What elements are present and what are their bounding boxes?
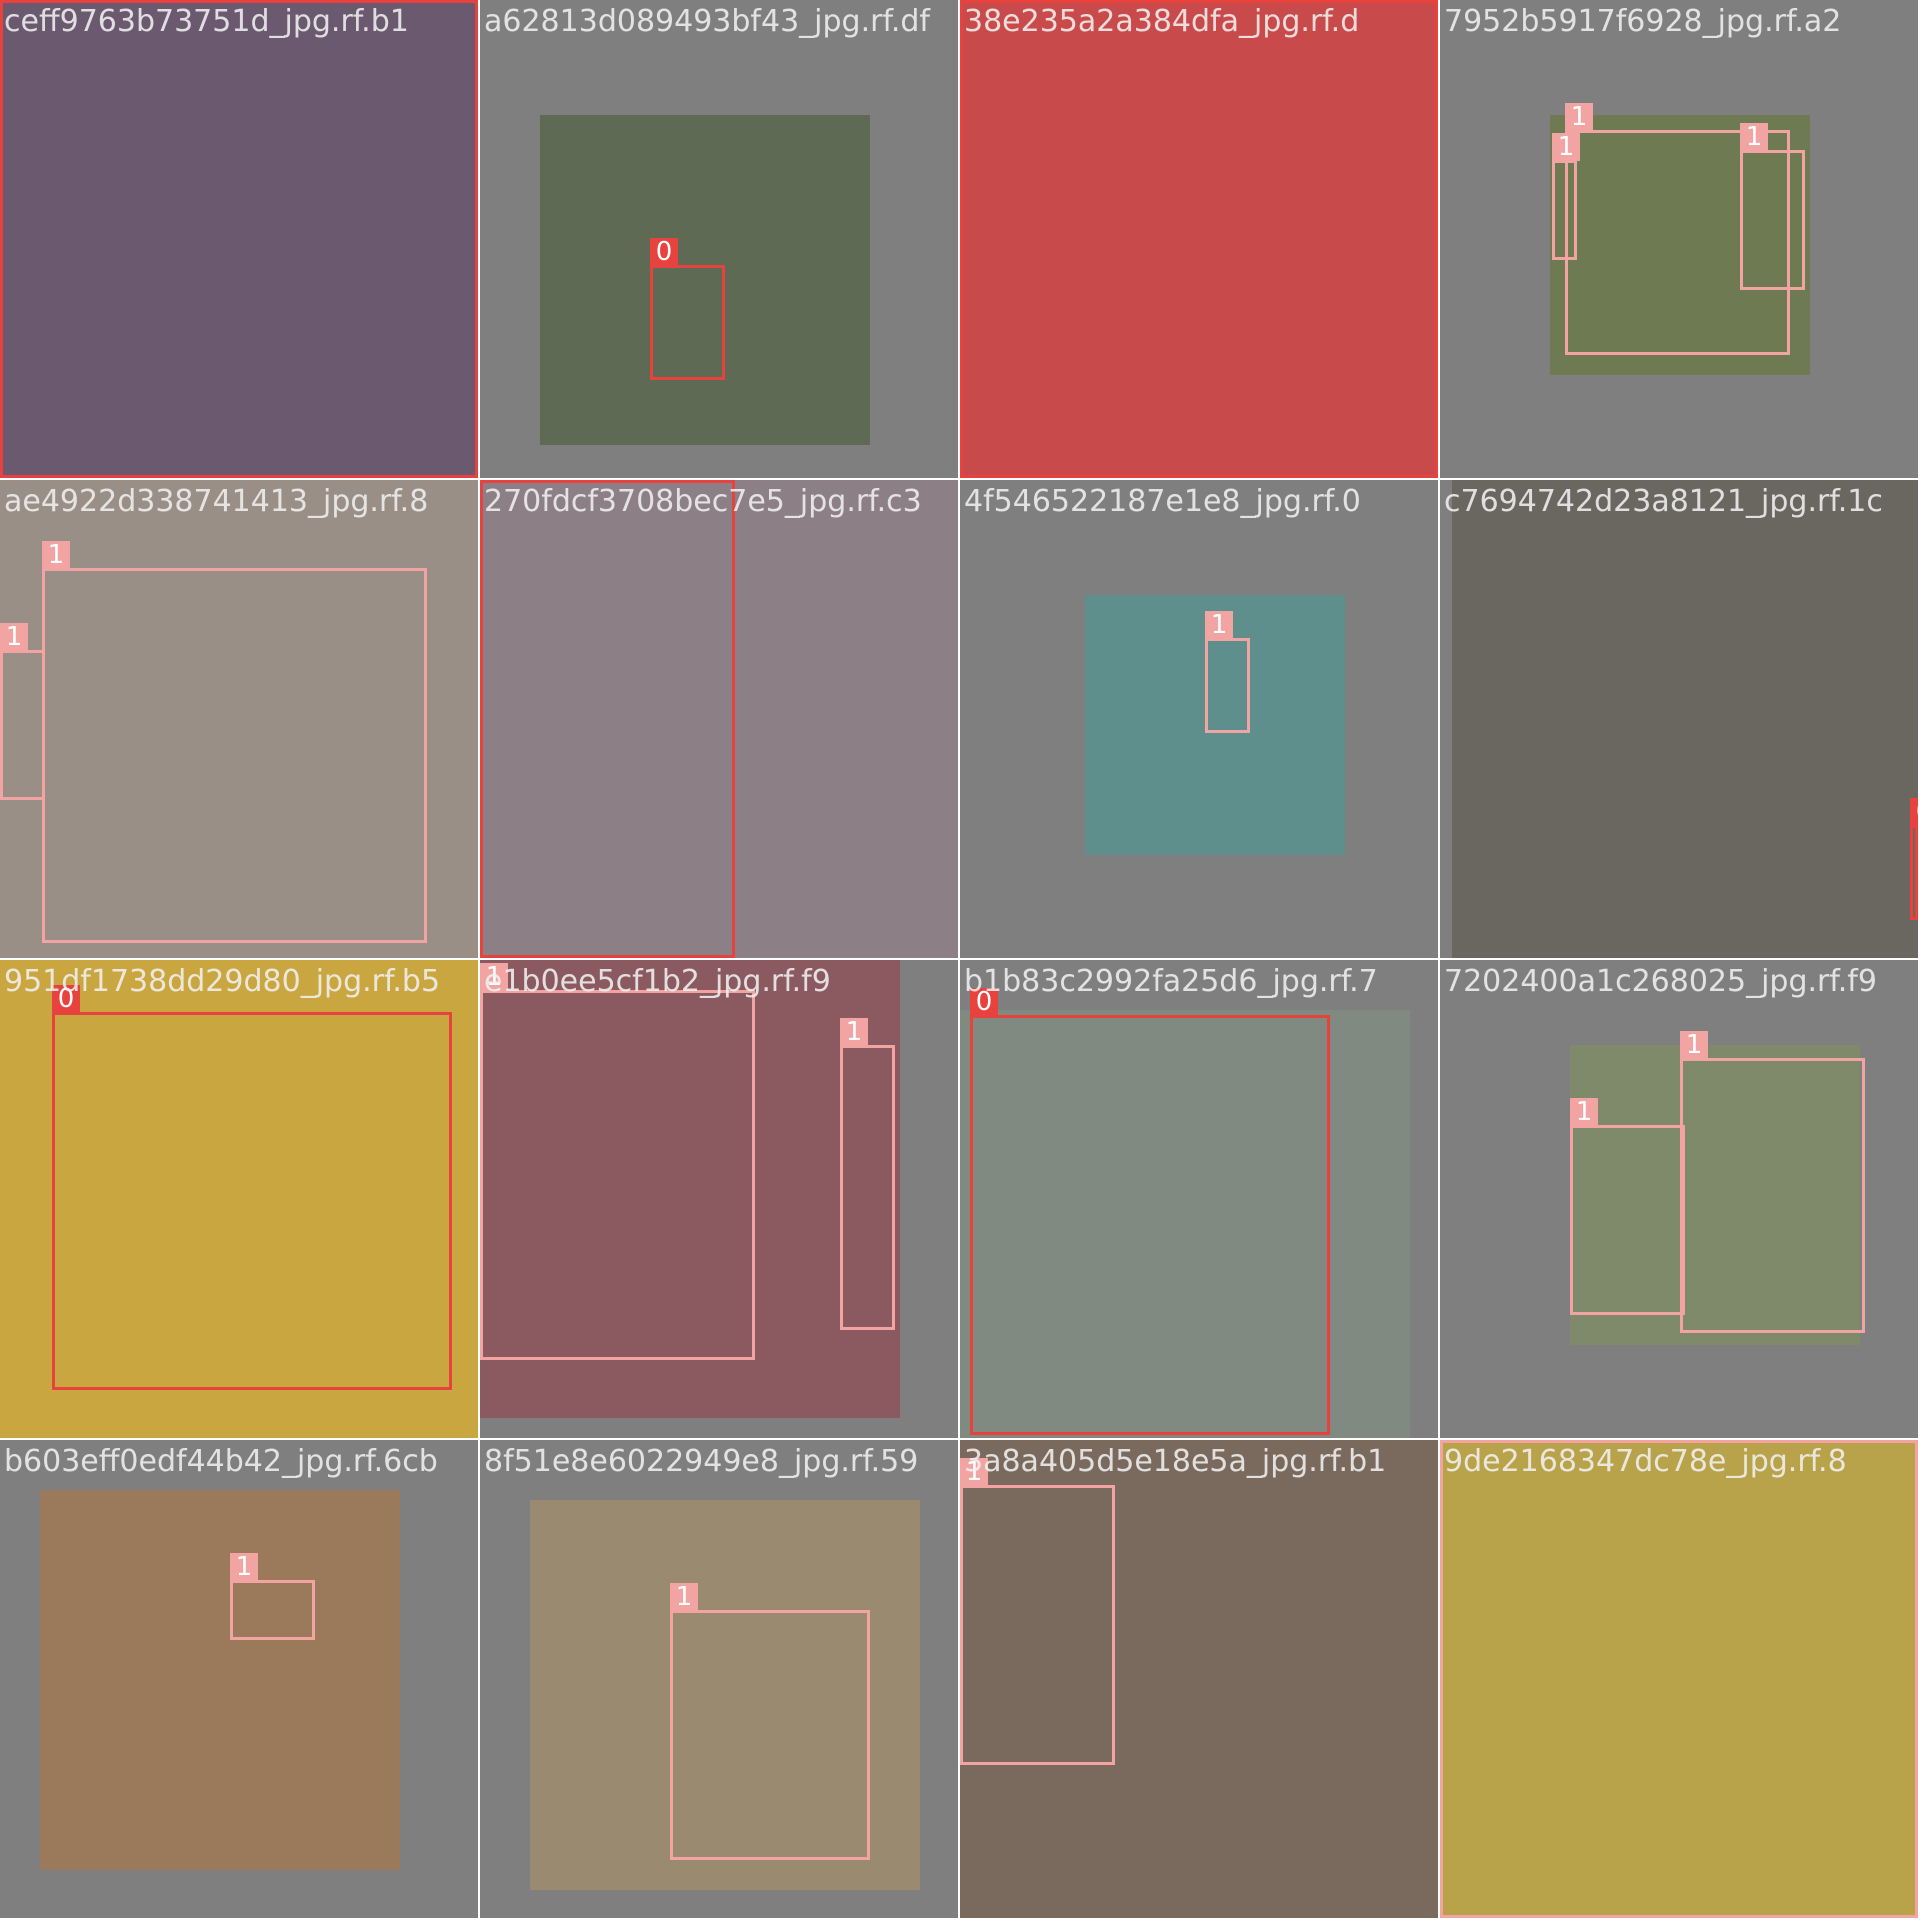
- tile-photo: [1452, 480, 1918, 958]
- tile-filename: a62813d089493bf43_jpg.rf.df: [484, 4, 930, 39]
- bounding-box: 1: [230, 1553, 315, 1640]
- bounding-box: 1: [0, 623, 45, 800]
- tile-photo: [480, 480, 958, 958]
- class-label: 1: [1740, 123, 1768, 151]
- bounding-box: 1: [670, 1583, 870, 1860]
- bounding-box: 1: [1440, 1440, 1918, 1918]
- bounding-box: 0: [960, 0, 1438, 478]
- bounding-box: 1: [1740, 123, 1805, 290]
- tile-filename: ceff9763b73751d_jpg.rf.b1: [4, 4, 409, 39]
- tile-photo: [0, 480, 478, 958]
- tile-filename: c7694742d23a8121_jpg.rf.1c: [1444, 484, 1883, 519]
- tile-photo: [40, 1490, 400, 1870]
- class-label: 1: [0, 623, 28, 651]
- bounding-box: 0: [52, 985, 452, 1390]
- tile-photo: [1570, 1045, 1860, 1345]
- class-label: 1: [1680, 1031, 1708, 1059]
- class-label: 0: [650, 238, 678, 266]
- class-label: 1: [230, 1553, 258, 1581]
- mosaic-tile: 1 9de2168347dc78e_jpg.rf.8: [1440, 1440, 1918, 1918]
- class-label: 1: [480, 963, 508, 991]
- bounding-box: 0: [1910, 798, 1918, 920]
- mosaic-tile: 0 c7694742d23a8121_jpg.rf.1c: [1440, 480, 1918, 958]
- mosaic-tile: 0 270fdcf3708bec7e5_jpg.rf.c3: [480, 480, 958, 958]
- tile-filename: 9de2168347dc78e_jpg.rf.8: [1444, 1444, 1847, 1479]
- tile-photo: [960, 1010, 1410, 1438]
- class-label: 1: [840, 1018, 868, 1046]
- tile-filename: 7952b5917f6928_jpg.rf.a2: [1444, 4, 1842, 39]
- tile-photo: [960, 1440, 1438, 1918]
- tile-filename: 3a8a405d5e18e5a_jpg.rf.b1: [964, 1444, 1387, 1479]
- class-label: 0: [0, 0, 28, 1]
- bounding-box: 1: [480, 963, 755, 1360]
- mosaic-tile: 0 38e235a2a384dfa_jpg.rf.d: [960, 0, 1438, 478]
- class-label: 1: [1440, 1440, 1468, 1441]
- class-label: 1: [960, 1458, 988, 1486]
- class-label: 0: [52, 985, 80, 1013]
- mosaic-tile: 1 1 1 7952b5917f6928_jpg.rf.a2: [1440, 0, 1918, 478]
- tile-photo: [540, 115, 870, 445]
- mosaic-tile: 1 1 ae4922d338741413_jpg.rf.8: [0, 480, 478, 958]
- tile-photo: [0, 960, 478, 1438]
- mosaic-tile: 0 a62813d089493bf43_jpg.rf.df: [480, 0, 958, 478]
- mosaic-tile: 0 ceff9763b73751d_jpg.rf.b1: [0, 0, 478, 478]
- tile-filename: e1b0ee5cf1b2_jpg.rf.f9: [484, 964, 831, 999]
- tile-photo: [530, 1500, 920, 1890]
- mosaic-tile: 1 8f51e8e6022949e8_jpg.rf.59: [480, 1440, 958, 1918]
- bounding-box: 1: [1680, 1031, 1865, 1333]
- class-label: 0: [1910, 798, 1918, 826]
- tile-photo: [1550, 115, 1810, 375]
- bounding-box: 0: [970, 988, 1330, 1435]
- bounding-box: 1: [840, 1018, 895, 1330]
- bounding-box: 1: [1552, 133, 1580, 260]
- mosaic-tile: 1 b603eff0edf44b42_jpg.rf.6cb: [0, 1440, 478, 1918]
- tile-filename: ae4922d338741413_jpg.rf.8: [4, 484, 429, 519]
- tile-filename: 4f546522187e1e8_jpg.rf.0: [964, 484, 1361, 519]
- mosaic-tile: 0 951df1738dd29d80_jpg.rf.b5: [0, 960, 478, 1438]
- tile-photo: [960, 0, 1438, 478]
- class-label: 1: [1552, 133, 1580, 161]
- bounding-box: 0: [0, 0, 478, 478]
- bounding-box: 0: [480, 480, 735, 958]
- tile-filename: b603eff0edf44b42_jpg.rf.6cb: [4, 1444, 438, 1479]
- class-label: 0: [960, 0, 988, 1]
- bounding-box: 1: [42, 541, 427, 943]
- class-label: 1: [670, 1583, 698, 1611]
- class-label: 0: [480, 480, 508, 481]
- tile-filename: b1b83c2992fa25d6_jpg.rf.7: [964, 964, 1378, 999]
- mosaic-tile: 1 3a8a405d5e18e5a_jpg.rf.b1: [960, 1440, 1438, 1918]
- bounding-box: 1: [960, 1458, 1115, 1765]
- tile-photo: [480, 960, 900, 1418]
- mosaic-tile: 0 b1b83c2992fa25d6_jpg.rf.7: [960, 960, 1438, 1438]
- bounding-box: 1: [1570, 1098, 1685, 1315]
- class-label: 1: [1205, 611, 1233, 639]
- tile-filename: 8f51e8e6022949e8_jpg.rf.59: [484, 1444, 919, 1479]
- mosaic-tile: 1 4f546522187e1e8_jpg.rf.0: [960, 480, 1438, 958]
- mosaic-tile: 1 1 7202400a1c268025_jpg.rf.f9: [1440, 960, 1918, 1438]
- tile-filename: 951df1738dd29d80_jpg.rf.b5: [4, 964, 441, 999]
- class-label: 1: [1570, 1098, 1598, 1126]
- tile-photo: [1440, 1440, 1918, 1918]
- tile-photo: [0, 0, 478, 478]
- class-label: 0: [970, 988, 998, 1016]
- tile-filename: 270fdcf3708bec7e5_jpg.rf.c3: [484, 484, 922, 519]
- class-label: 1: [1565, 103, 1593, 131]
- class-label: 1: [42, 541, 70, 569]
- bounding-box: 1: [1565, 103, 1790, 355]
- tile-filename: 38e235a2a384dfa_jpg.rf.d: [964, 4, 1360, 39]
- bounding-box: 1: [1205, 611, 1250, 733]
- mosaic-tile: 1 1 e1b0ee5cf1b2_jpg.rf.f9: [480, 960, 958, 1438]
- bounding-box: 0: [650, 238, 725, 380]
- tile-filename: 7202400a1c268025_jpg.rf.f9: [1444, 964, 1877, 999]
